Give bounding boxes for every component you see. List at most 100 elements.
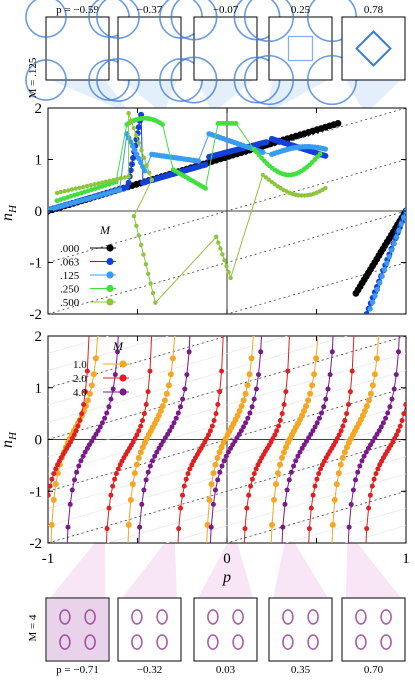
diagonal-guide <box>48 210 406 314</box>
point-m2 <box>281 402 287 407</box>
diagonal-guide <box>48 336 406 440</box>
spectral-spot <box>84 609 96 625</box>
point-m4 <box>357 463 363 469</box>
point-m500 <box>136 140 142 146</box>
point-m125 <box>386 254 392 260</box>
point-m2 <box>318 466 324 472</box>
ytick-label: 1 <box>35 153 43 169</box>
spectral-spot <box>131 609 143 625</box>
point-m4 <box>171 420 177 426</box>
point-m1 <box>377 336 381 337</box>
ytick-label: 0 <box>35 433 43 449</box>
point-m2 <box>108 492 114 498</box>
xtick-label: 0 <box>223 551 231 567</box>
point-m2 <box>306 526 312 532</box>
point-m063 <box>135 124 142 131</box>
point-m2 <box>176 526 182 532</box>
point-m4 <box>378 424 384 430</box>
point-m1 <box>252 336 256 337</box>
point-m500 <box>54 190 60 196</box>
upper-ylabel: nH <box>0 204 19 221</box>
point-m2 <box>206 432 211 438</box>
thumbnail-label: −0.32 <box>137 664 162 676</box>
thumbnail-wedge <box>273 543 328 598</box>
point-m2 <box>308 505 314 511</box>
point-m500 <box>134 223 139 228</box>
point-m1 <box>88 382 95 389</box>
point-m125 <box>322 146 329 152</box>
point-m2 <box>87 329 92 334</box>
thumbnail-frame <box>117 597 182 662</box>
thumbnail-label: −0.37 <box>137 4 163 16</box>
point-m2 <box>187 466 193 472</box>
point-m125 <box>396 227 402 234</box>
point-m500 <box>126 174 131 179</box>
point-m4 <box>327 372 333 378</box>
point-m1 <box>135 454 142 461</box>
point-m2 <box>48 492 51 498</box>
point-m500 <box>107 178 112 183</box>
point-m063 <box>129 161 135 168</box>
point-m4 <box>207 569 212 574</box>
point-m4 <box>391 386 397 392</box>
spectral-spot <box>156 609 168 625</box>
point-m063 <box>202 161 209 168</box>
point-m4 <box>186 349 192 355</box>
point-m500 <box>58 189 63 195</box>
point-m4 <box>175 410 181 416</box>
point-m4 <box>258 349 264 355</box>
point-m4 <box>115 349 120 355</box>
point-m4 <box>321 404 327 410</box>
point-m2 <box>42 526 47 531</box>
point-m2 <box>272 432 278 438</box>
thumbnail-label: 0.25 <box>291 4 311 16</box>
point-m4 <box>208 524 214 530</box>
point-m2 <box>79 411 85 417</box>
upper-ticks: 2 1 0 -1 -2 <box>30 101 407 323</box>
point-m4 <box>169 424 175 430</box>
point-m1 <box>133 461 140 468</box>
point-m2 <box>401 411 406 417</box>
point-m063 <box>127 167 134 174</box>
point-m4 <box>145 469 151 475</box>
point-m2 <box>138 423 144 429</box>
point-m2 <box>316 471 322 477</box>
point-m2 <box>246 492 252 498</box>
faint-guide <box>48 336 110 354</box>
point-m1 <box>96 336 100 337</box>
point-m4 <box>173 415 179 421</box>
point-m1 <box>52 481 59 488</box>
legend-swatch-dot <box>119 388 127 396</box>
diagonal-guide <box>225 490 406 543</box>
point-m1 <box>234 412 241 419</box>
point-m4 <box>150 458 155 464</box>
point-m2 <box>364 526 370 532</box>
point-m1 <box>303 403 309 410</box>
legend-swatch-dot <box>106 298 114 306</box>
spectral-spot <box>59 609 71 625</box>
point-m2 <box>274 428 280 434</box>
point-m4 <box>393 372 399 378</box>
lower-ylabel: nH <box>0 431 19 448</box>
point-m4 <box>139 501 145 507</box>
legend-swatch-dot <box>106 271 114 279</box>
point-m500 <box>103 179 109 184</box>
thumbnail-frame <box>268 597 333 662</box>
ytick-label: -1 <box>30 484 43 500</box>
point-m125 <box>128 139 134 145</box>
point-m4 <box>135 569 140 574</box>
point-m500 <box>146 271 151 276</box>
point-m2 <box>336 432 342 438</box>
point-m250 <box>317 151 323 157</box>
point-m500 <box>66 188 71 193</box>
thumbnail-wedge <box>346 543 401 598</box>
point-m2 <box>115 466 121 472</box>
point-m2 <box>217 389 223 395</box>
top-thumbnails: p = −0.59 −0.37 −0.07 0.25 0.78 <box>25 0 406 106</box>
point-m125 <box>377 280 383 286</box>
point-m4 <box>117 306 122 311</box>
point-m500 <box>139 148 144 153</box>
point-m1 <box>163 390 170 397</box>
point-m2 <box>104 526 110 532</box>
thumbnail-wedge <box>50 80 127 108</box>
